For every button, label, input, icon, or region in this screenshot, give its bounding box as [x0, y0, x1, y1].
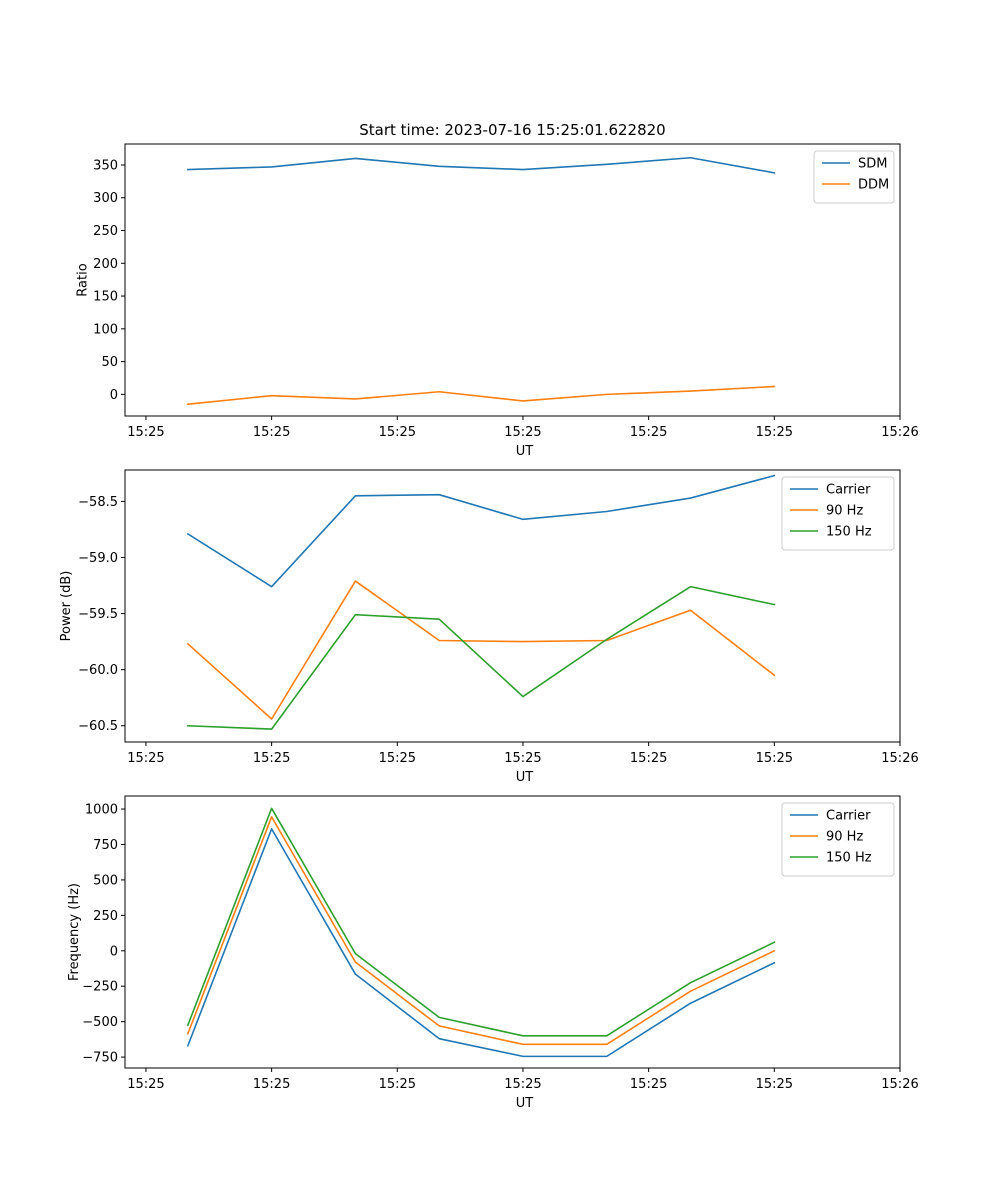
y-tick-label: 1000	[85, 803, 118, 818]
x-axis: 15:25 15:25 15:25 15:25 15:25 15:25 15:26 UT	[127, 742, 919, 785]
legend-entry: Carrier	[826, 809, 871, 824]
y-tick-label: 150	[93, 290, 118, 305]
y-tick-label: 750	[93, 838, 118, 853]
y-tick-label: 0	[110, 388, 118, 403]
legend-entry: 90 Hz	[826, 830, 863, 845]
series-line-sdm	[187, 156, 776, 174]
chart-title: Start time: 2023-07-16 15:25:01.622820	[359, 121, 665, 139]
x-axis-label: UT	[516, 444, 534, 459]
series-line-150-hz	[186, 807, 776, 1037]
x-tick-label: 15:25	[127, 425, 164, 440]
y-tick-label: 500	[93, 873, 118, 888]
axes-frame	[124, 795, 901, 1069]
x-tick-label: 15:26	[881, 751, 918, 766]
x-tick-label: 15:25	[379, 1077, 416, 1092]
y-axis: −750 −500 −250 0 250 500 750 1000 Frequency (Hz)	[67, 803, 125, 1066]
legend-entry: 90 Hz	[826, 504, 863, 519]
series-group	[186, 156, 776, 406]
x-tick-label: 15:25	[253, 751, 290, 766]
y-tick-label: 100	[93, 322, 118, 337]
x-tick-label: 15:25	[630, 751, 667, 766]
y-axis-label: Power (dB)	[59, 571, 74, 642]
y-tick-label: −59.5	[78, 607, 118, 622]
x-tick-label: 15:25	[127, 751, 164, 766]
axes-frame	[124, 469, 901, 743]
y-tick-label: −58.5	[78, 495, 118, 510]
legend-entry: SDM	[858, 157, 887, 172]
x-tick-label: 15:26	[881, 425, 918, 440]
y-tick-label: 50	[101, 355, 118, 370]
series-line-carrier	[186, 474, 776, 588]
x-axis-label: UT	[516, 1096, 534, 1111]
series-group	[186, 807, 776, 1058]
y-tick-label: −500	[82, 1015, 118, 1030]
x-tick-label: 15:25	[379, 425, 416, 440]
y-axis-label: Ratio	[75, 263, 90, 296]
subplot-2: 15:25 15:25 15:25 15:25 15:25 15:25 15:26 UT −60…	[59, 469, 919, 785]
x-axis: 15:25 15:25 15:25 15:25 15:25 15:25 15:26 UT	[127, 1068, 919, 1111]
legend: Carrier 90 Hz 150 Hz	[781, 802, 895, 877]
y-tick-label: −60.5	[78, 719, 118, 734]
subplot-1: Start time: 2023-07-16 15:25:01.622820 15…	[75, 121, 918, 459]
x-tick-label: 15:25	[504, 1077, 541, 1092]
y-tick-label: 350	[93, 158, 118, 173]
y-axis-label: Frequency (Hz)	[67, 883, 82, 981]
legend-entry: DDM	[858, 178, 889, 193]
y-tick-label: −60.0	[78, 663, 118, 678]
legend-box	[813, 150, 895, 204]
subplot-3: 15:25 15:25 15:25 15:25 15:25 15:25 15:26 UT −75…	[67, 795, 919, 1111]
legend-entry: 150 Hz	[826, 525, 872, 540]
x-tick-label: 15:25	[253, 425, 290, 440]
y-tick-label: 0	[110, 944, 118, 959]
y-axis: 0 50 100 150 200 250 300 350 Ratio	[75, 158, 125, 403]
series-line-90-hz	[186, 816, 776, 1046]
x-tick-label: 15:25	[504, 751, 541, 766]
y-tick-label: −250	[82, 980, 118, 995]
x-tick-label: 15:25	[379, 751, 416, 766]
axes-frame	[124, 143, 901, 417]
series-group	[186, 474, 776, 730]
y-tick-label: −59.0	[78, 551, 118, 566]
legend-entry: Carrier	[826, 483, 871, 498]
x-tick-label: 15:25	[127, 1077, 164, 1092]
x-tick-label: 15:25	[504, 425, 541, 440]
x-tick-label: 15:25	[630, 1077, 667, 1092]
y-tick-label: 250	[93, 909, 118, 924]
legend: Carrier 90 Hz 150 Hz	[781, 476, 895, 551]
series-line-carrier	[186, 828, 776, 1058]
legend: SDM DDM	[813, 150, 895, 204]
x-axis: 15:25 15:25 15:25 15:25 15:25 15:25 15:26 UT	[127, 416, 919, 459]
x-tick-label: 15:26	[881, 1077, 918, 1092]
x-axis-label: UT	[516, 770, 534, 785]
y-tick-label: −750	[82, 1051, 118, 1066]
y-tick-label: 300	[93, 191, 118, 206]
x-tick-label: 15:25	[630, 425, 667, 440]
series-line-150-hz	[187, 585, 776, 730]
y-tick-label: 250	[93, 224, 118, 239]
series-line-ddm	[186, 385, 776, 406]
x-tick-label: 15:25	[253, 1077, 290, 1092]
series-line-90-hz	[186, 580, 776, 720]
x-tick-label: 15:25	[756, 425, 793, 440]
y-axis: −60.5 −60.0 −59.5 −59.0 −58.5 Power (dB)	[59, 495, 125, 734]
x-tick-label: 15:25	[756, 751, 793, 766]
y-tick-label: 200	[93, 257, 118, 272]
legend-entry: 150 Hz	[826, 851, 872, 866]
x-tick-label: 15:25	[756, 1077, 793, 1092]
